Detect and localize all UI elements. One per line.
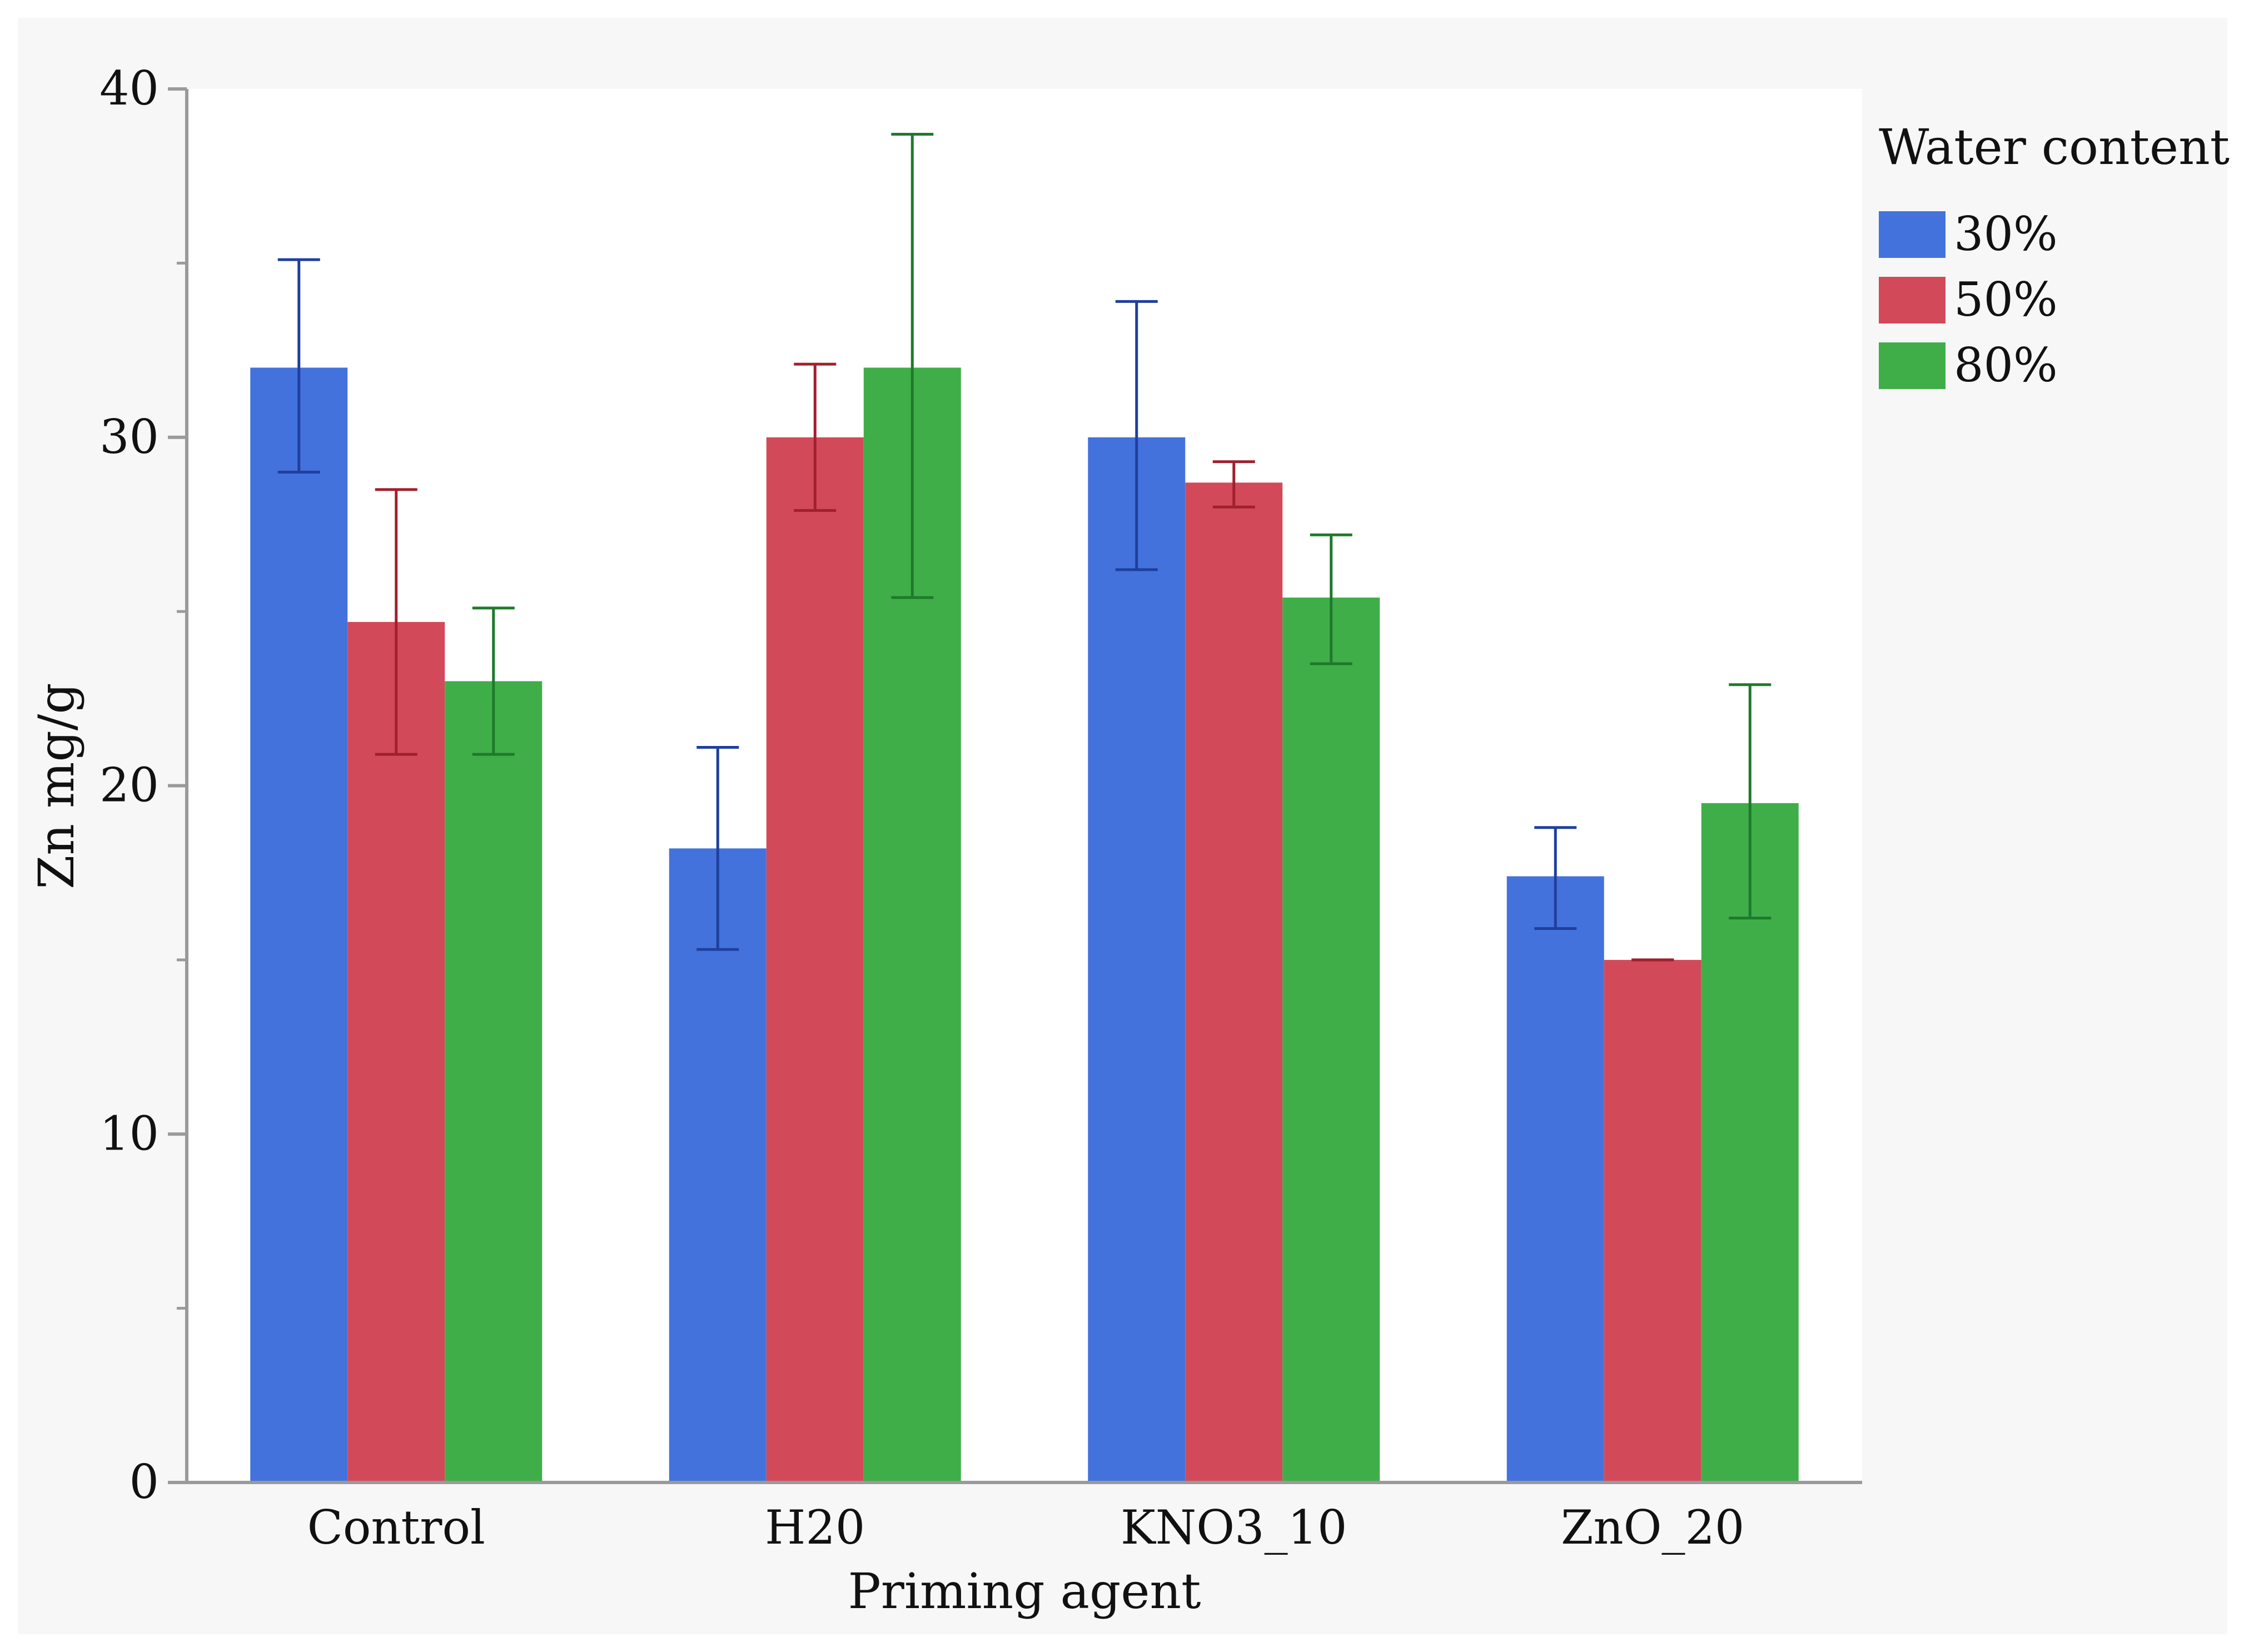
x-tick-label-ZnO_20: ZnO_20	[1561, 1500, 1744, 1555]
legend-label-30%: 30%	[1954, 207, 2058, 261]
y-tick-label-0: 0	[130, 1455, 159, 1509]
x-axis-title: Priming agent	[848, 1563, 1201, 1620]
x-ticks-layer: Control H20 KNO3_10 ZnO_20	[307, 1500, 1745, 1555]
bar-KNO3_10-80%	[1282, 598, 1380, 1482]
legend-label-50%: 50%	[1954, 272, 2058, 327]
bar-KNO3_10-30%	[1088, 437, 1186, 1482]
x-tick-label-Control: Control	[307, 1500, 485, 1555]
y-tick-label-40: 40	[99, 61, 159, 116]
bar-H20-30%	[669, 848, 767, 1482]
bar-KNO3_10-50%	[1185, 482, 1283, 1482]
y-tick-label-20: 20	[99, 758, 159, 813]
legend: Water content 30% 50% 80%	[1879, 118, 2230, 392]
y-tick-label-10: 10	[99, 1106, 159, 1161]
x-tick-label-H20: H20	[765, 1500, 865, 1555]
bar-H20-50%	[766, 437, 864, 1482]
bar-Control-80%	[445, 681, 543, 1482]
bar-ZnO_20-50%	[1604, 959, 1701, 1482]
legend-title: Water content	[1879, 118, 2230, 176]
legend-label-80%: 80%	[1954, 338, 2058, 392]
bars-layer	[250, 367, 1799, 1482]
error-bars-layer	[277, 132, 1772, 962]
y-axis-title: Zn mg/g	[28, 683, 85, 889]
bar-Control-50%	[347, 621, 445, 1482]
y-tick-label-30: 30	[99, 410, 159, 464]
bar-ZnO_20-30%	[1506, 876, 1604, 1482]
legend-items: 30% 50% 80%	[1879, 207, 2058, 392]
y-ticks-layer: 0 10 20 30 40	[99, 61, 187, 1509]
bar-Control-30%	[250, 367, 348, 1482]
legend-swatch-80%	[1879, 342, 1946, 389]
legend-swatch-50%	[1879, 277, 1946, 324]
x-tick-label-KNO3_10: KNO3_10	[1121, 1500, 1347, 1555]
legend-swatch-30%	[1879, 211, 1946, 258]
